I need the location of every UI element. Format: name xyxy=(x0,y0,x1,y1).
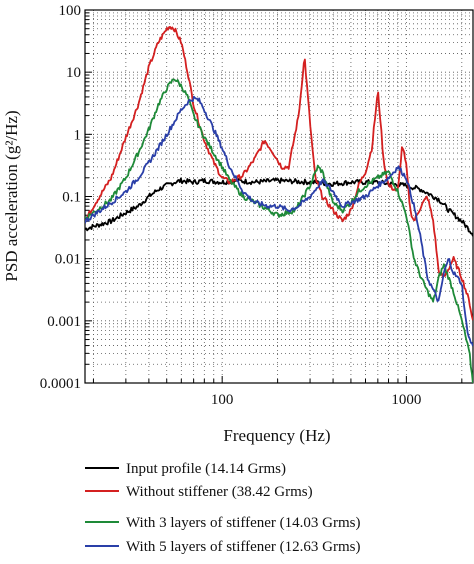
series-line xyxy=(85,95,473,347)
x-tick-labels: 100 1000 xyxy=(211,392,421,408)
y-tick-label: 10 xyxy=(66,65,81,81)
x-tick-label: 100 xyxy=(211,392,234,408)
y-tick-labels: 100 10 1 0.1 0.01 0.001 0.0001 xyxy=(40,3,81,392)
y-tick-label: 0.001 xyxy=(47,314,81,330)
legend-entry: With 5 layers of stiffener (12.63 Grms) xyxy=(126,539,360,555)
legend-entry: Without stiffener (38.42 Grms) xyxy=(126,484,313,500)
x-axis-label: Frequency (Hz) xyxy=(223,426,330,445)
y-tick-label: 1 xyxy=(74,127,82,143)
series-line xyxy=(85,78,473,383)
legend-entry: Input profile (14.14 Grms) xyxy=(126,461,286,477)
x-tick-label: 1000 xyxy=(391,392,421,408)
y-tick-label: 0.01 xyxy=(55,252,81,268)
y-tick-label: 100 xyxy=(59,3,82,19)
series-layer xyxy=(85,25,473,383)
grid xyxy=(85,10,473,383)
series-line xyxy=(85,25,473,321)
y-tick-label: 0.1 xyxy=(62,190,81,206)
legend-entry: With 3 layers of stiffener (14.03 Grms) xyxy=(126,515,360,531)
y-axis-label: PSD acceleration (g²/Hz) xyxy=(2,110,21,281)
legend: Input profile (14.14 Grms) Without stiffe… xyxy=(85,461,360,555)
y-tick-label: 0.0001 xyxy=(40,376,81,392)
axis-ticks xyxy=(85,12,463,383)
